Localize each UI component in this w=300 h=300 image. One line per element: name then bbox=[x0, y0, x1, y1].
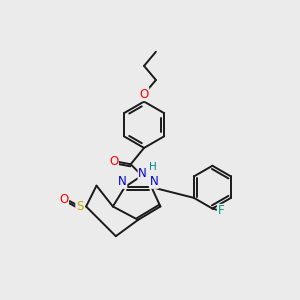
Text: N: N bbox=[149, 175, 158, 188]
Text: F: F bbox=[218, 204, 224, 218]
Text: H: H bbox=[148, 162, 156, 172]
Text: O: O bbox=[109, 155, 119, 168]
Text: O: O bbox=[59, 193, 68, 206]
Text: N: N bbox=[138, 167, 147, 180]
Text: S: S bbox=[76, 200, 83, 213]
Text: N: N bbox=[118, 175, 127, 188]
Text: O: O bbox=[140, 88, 149, 100]
